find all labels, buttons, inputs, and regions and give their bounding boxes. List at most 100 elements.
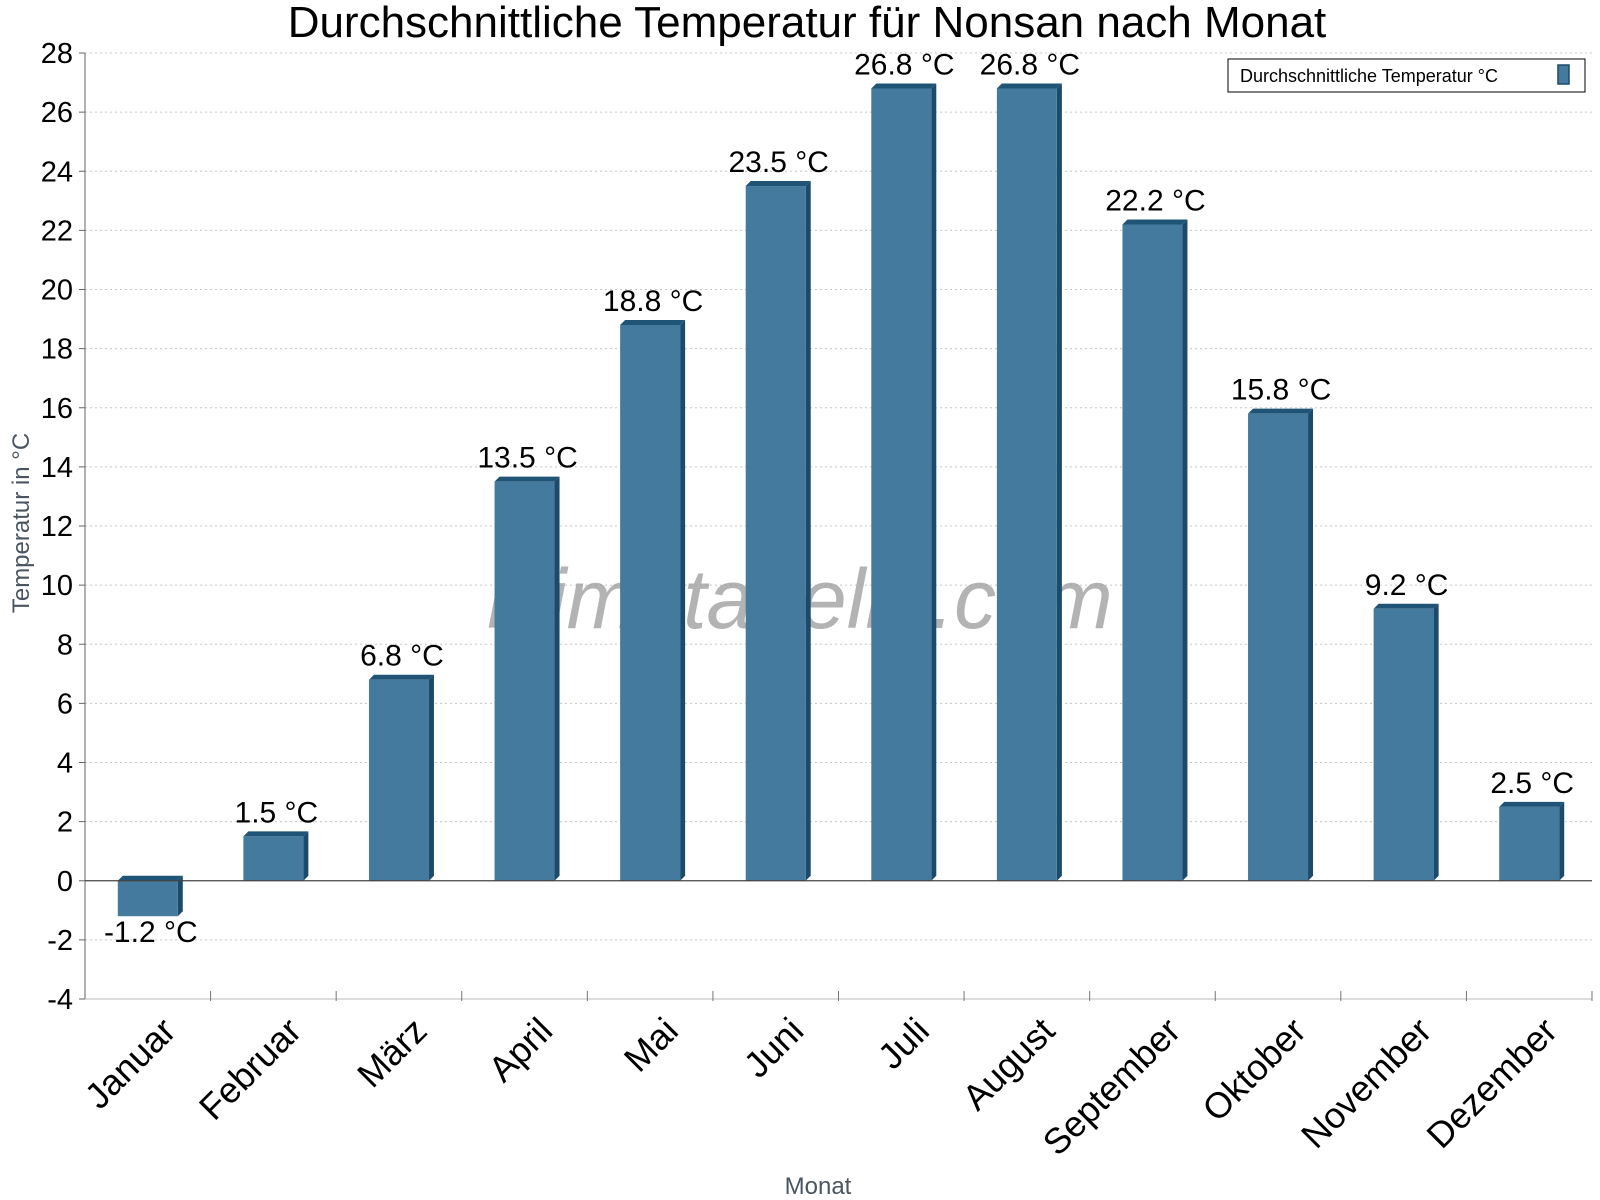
x-tick-labels: Januar Februar März April Mai Juni Juli AugustS… (77, 1010, 1565, 1164)
bar-side (1056, 83, 1062, 881)
x-tick-label: August (954, 1010, 1062, 1118)
y-tick-label: 10 (41, 570, 73, 602)
y-tick-label: 26 (41, 97, 73, 129)
bar-august (996, 83, 1062, 881)
y-tick-label: 0 (57, 866, 73, 898)
data-label: 13.5 °C (477, 442, 577, 475)
bar-januar (117, 875, 183, 917)
bar-top (117, 875, 183, 881)
bar-front (1499, 806, 1560, 881)
y-tick-label: 2 (57, 807, 73, 839)
bar-side (303, 831, 309, 881)
bar-front (1373, 608, 1434, 881)
bar-september (1122, 219, 1188, 881)
bar-side (805, 181, 811, 881)
bar-top (745, 181, 811, 187)
x-axis-title: Monat (785, 1173, 852, 1200)
data-labels: -1.2 °C 1.5 °C 6.8 °C 13.5 °C 18.8 °C 23.5 °C… (104, 48, 1574, 949)
bar-side (680, 319, 686, 881)
bar-front (996, 88, 1057, 881)
y-tick-label: 22 (41, 215, 73, 247)
axes (79, 52, 1593, 1001)
bar-front (620, 324, 681, 881)
y-axis-title: Temperatur in °C (8, 433, 35, 613)
legend: Durchschnittliche Temperatur °C (1227, 58, 1586, 93)
bar-top (1499, 801, 1565, 807)
y-tick-label: 12 (41, 511, 73, 543)
y-tick-label: -2 (47, 925, 73, 957)
bar-side (428, 674, 434, 881)
bar-april (494, 476, 560, 881)
bar-top (243, 831, 309, 837)
data-label: 6.8 °C (360, 640, 444, 673)
data-label: 26.8 °C (980, 48, 1080, 81)
x-tick-label: Februar (191, 1010, 309, 1128)
bar-front (1248, 413, 1309, 881)
bar-side (177, 875, 183, 917)
y-tick-label: 14 (41, 452, 73, 484)
bar-side (1433, 603, 1439, 881)
data-label: 18.8 °C (603, 285, 703, 318)
bar-front (117, 880, 178, 917)
legend-swatch (1557, 64, 1570, 85)
data-label: -1.2 °C (104, 916, 198, 949)
bar-top (494, 476, 560, 482)
bar-märz (368, 674, 434, 881)
y-tick-label: -4 (47, 984, 73, 1016)
x-tick-label: Juni (736, 1010, 812, 1086)
bar-top (1248, 408, 1314, 414)
bar-front (1122, 224, 1183, 881)
bar-top (1122, 219, 1188, 225)
y-tick-label: 28 (41, 38, 73, 70)
bar-top (1373, 603, 1439, 609)
x-tick-label: Oktober (1194, 1010, 1314, 1130)
bar-front (494, 481, 555, 881)
data-label: 15.8 °C (1231, 374, 1331, 407)
x-tick-label: Mai (616, 1010, 686, 1080)
y-tick-label: 6 (57, 688, 73, 720)
x-tick-label: April (480, 1010, 560, 1090)
x-tick-label: Januar (77, 1010, 184, 1117)
bar-top (368, 674, 434, 680)
bar-front (368, 679, 429, 881)
data-label: 9.2 °C (1365, 569, 1449, 602)
data-label: 23.5 °C (729, 146, 829, 179)
bar-side (1308, 408, 1314, 881)
y-tick-label: 16 (41, 393, 73, 425)
x-tick-label: Juli (870, 1010, 937, 1077)
bar-front (243, 836, 304, 881)
legend-label: Durchschnittliche Temperatur °C (1240, 66, 1498, 86)
bar-mai (620, 319, 686, 881)
legend-box (1227, 58, 1586, 93)
bar-juni (745, 181, 811, 881)
bar-februar (243, 831, 309, 881)
data-label: 26.8 °C (854, 48, 954, 81)
bar-side (554, 476, 560, 881)
bar-dezember (1499, 801, 1565, 881)
bars (117, 83, 1565, 917)
data-label: 22.2 °C (1105, 184, 1205, 217)
bar-november (1373, 603, 1439, 881)
bar-side (931, 83, 937, 881)
grid-lines (85, 52, 1592, 1000)
x-tick-label: September (1035, 1010, 1189, 1164)
data-label: 1.5 °C (235, 796, 319, 829)
bar-side (1559, 801, 1565, 881)
y-tick-label: 24 (41, 156, 73, 188)
x-tick-label: November (1293, 1010, 1439, 1156)
bar-front (745, 186, 806, 881)
y-tick-label: 18 (41, 334, 73, 366)
chart-title: Durchschnittliche Temperatur für Nonsan … (288, 0, 1327, 47)
data-label: 2.5 °C (1490, 767, 1574, 800)
bar-top (620, 319, 686, 325)
x-tick-label: März (349, 1010, 435, 1096)
bar-side (1182, 219, 1188, 881)
y-tick-label: 8 (57, 629, 73, 661)
bar-juli (871, 83, 937, 881)
bar-top (996, 83, 1062, 89)
bar-top (871, 83, 937, 89)
y-tick-label: 4 (57, 748, 73, 780)
